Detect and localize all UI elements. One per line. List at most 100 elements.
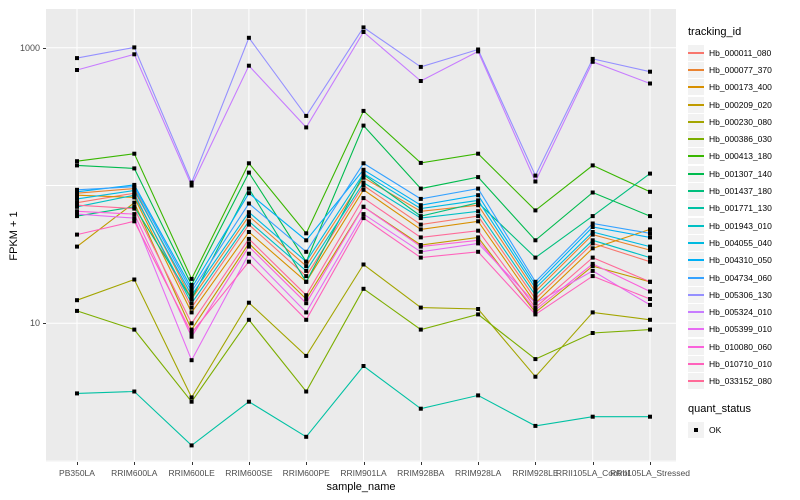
legend-key-line — [688, 86, 704, 89]
data-point — [189, 334, 194, 339]
data-point — [476, 249, 481, 254]
legend-item-Hb_001771_130: Hb_001771_130 — [688, 200, 798, 217]
legend-item-Hb_033152_080: Hb_033152_080 — [688, 373, 798, 390]
data-point — [361, 25, 366, 30]
data-point — [304, 113, 309, 118]
data-point — [476, 200, 481, 205]
legend-item-Hb_010080_060: Hb_010080_060 — [688, 338, 798, 355]
legend-key-line — [688, 190, 704, 193]
data-point — [246, 214, 251, 219]
legend-key — [688, 421, 704, 438]
data-point — [304, 238, 309, 243]
data-point — [246, 317, 251, 322]
data-point — [304, 434, 309, 439]
legend-key — [688, 200, 704, 217]
data-point — [304, 274, 309, 279]
data-point — [476, 238, 481, 243]
data-point — [418, 327, 423, 332]
data-point — [648, 259, 652, 264]
x-tick-label-RRIM928LE: RRIM928LE — [512, 468, 559, 478]
x-tick-label-RRIM600PE: RRIM600PE — [282, 468, 330, 478]
x-tick-mark — [478, 462, 480, 465]
data-point — [418, 203, 423, 208]
data-point — [590, 59, 595, 64]
data-point — [75, 159, 79, 164]
data-point — [418, 196, 423, 201]
legend-item-Hb_000173_400: Hb_000173_400 — [688, 79, 798, 96]
data-point — [361, 183, 366, 188]
legend-key-line — [688, 328, 704, 331]
data-point — [246, 236, 251, 241]
data-point — [75, 56, 79, 61]
data-point — [590, 310, 595, 315]
legend-item-ok: OK — [688, 421, 798, 438]
data-point — [418, 186, 423, 191]
x-tick-label-RRIM600SE: RRIM600SE — [225, 468, 273, 478]
data-point — [189, 399, 194, 404]
y-tick-mark — [43, 323, 46, 325]
data-point — [648, 302, 652, 307]
y-tick-label: 10 — [29, 318, 40, 329]
data-point — [418, 209, 423, 214]
legend-key — [688, 321, 704, 338]
legend-item-label: Hb_010710_010 — [709, 358, 772, 369]
legend-key — [688, 217, 704, 234]
data-point — [476, 228, 481, 233]
x-tick-label-RRIM901LA: RRIM901LA — [340, 468, 387, 478]
data-point — [590, 225, 595, 229]
x-tick-mark — [363, 462, 365, 465]
data-point — [648, 317, 652, 322]
legend-item-Hb_000386_030: Hb_000386_030 — [688, 130, 798, 148]
data-point — [590, 221, 595, 226]
x-tick-label-RRIM600LE: RRIM600LE — [168, 468, 215, 478]
legend-item-Hb_000077_370: Hb_000077_370 — [688, 61, 798, 78]
legend-quant-status: quant_status OK — [688, 403, 798, 438]
data-point — [533, 293, 538, 298]
legend-key-line — [688, 241, 704, 244]
legend-item-label: Hb_000173_400 — [709, 82, 772, 93]
x-tick-mark — [535, 462, 537, 465]
data-point — [590, 163, 595, 168]
data-point — [361, 187, 366, 192]
data-point — [476, 186, 481, 191]
legend-key-line — [688, 259, 704, 262]
data-point — [132, 52, 137, 57]
legend-key — [688, 61, 704, 78]
x-tick-label-PB350LA: PB350LA — [59, 468, 95, 478]
data-point — [75, 200, 79, 205]
data-point — [590, 331, 595, 335]
legend-key — [688, 165, 704, 182]
data-point — [476, 307, 481, 311]
data-point — [189, 293, 194, 298]
data-point — [533, 423, 538, 428]
data-point — [75, 209, 79, 214]
data-point — [189, 289, 194, 294]
data-point — [75, 163, 79, 168]
data-point — [361, 123, 366, 128]
legend-key-line — [688, 293, 704, 296]
data-point — [533, 255, 538, 260]
data-point — [361, 171, 366, 176]
legend-item-label: Hb_033152_080 — [709, 376, 772, 387]
legend-key — [688, 269, 704, 286]
data-point — [361, 167, 366, 172]
legend-item-label: Hb_005324_010 — [709, 307, 772, 318]
data-point — [246, 251, 251, 256]
data-point — [476, 209, 481, 214]
legend-key-line — [688, 68, 704, 71]
data-point — [476, 175, 481, 180]
data-point — [361, 216, 366, 221]
data-point — [476, 235, 481, 240]
data-point — [304, 259, 309, 264]
ok-square-marker-icon — [694, 427, 698, 432]
data-point — [533, 357, 538, 362]
x-tick-mark — [306, 462, 308, 465]
data-point — [75, 203, 79, 208]
legend-key-line — [688, 172, 704, 175]
data-point — [246, 230, 251, 234]
data-point — [189, 305, 194, 310]
data-point — [189, 331, 194, 335]
x-tick-mark — [592, 462, 594, 465]
data-point — [246, 399, 251, 404]
legend-key — [688, 304, 704, 321]
